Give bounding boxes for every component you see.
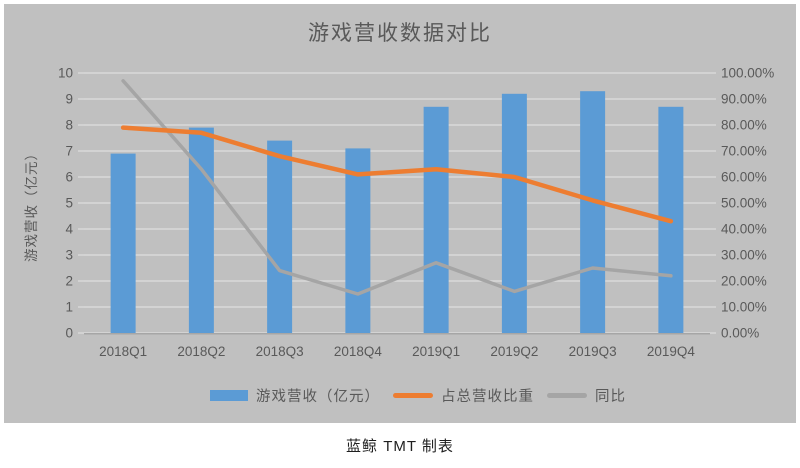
right-axis-tick-label: 70.00% bbox=[721, 144, 767, 159]
left-axis-tick-label: 10 bbox=[58, 66, 73, 81]
bar-2018Q1 bbox=[110, 153, 136, 333]
left-axis-tick-label: 6 bbox=[65, 170, 73, 185]
left-axis-tick-label: 3 bbox=[65, 248, 73, 263]
left-axis-tick-label: 8 bbox=[65, 118, 73, 133]
right-axis-tick-label: 20.00% bbox=[721, 274, 767, 289]
legend-label-revenue: 游戏营收（亿元） bbox=[256, 389, 380, 405]
legend-label-yoy: 同比 bbox=[595, 389, 626, 405]
left-axis-tick-label: 2 bbox=[65, 274, 73, 289]
legend-label-share: 占总营收比重 bbox=[441, 389, 534, 405]
right-axis-tick-label: 60.00% bbox=[721, 170, 767, 185]
left-axis-tick-label: 7 bbox=[65, 144, 73, 159]
x-category-label: 2018Q1 bbox=[99, 344, 147, 359]
left-axis-tick-label: 5 bbox=[65, 196, 73, 211]
left-axis-tick-label: 1 bbox=[65, 300, 73, 315]
x-category-label: 2019Q4 bbox=[647, 344, 696, 359]
x-category-label: 2019Q3 bbox=[569, 344, 617, 359]
right-axis-tick-label: 100.00% bbox=[721, 66, 774, 81]
legend-item-share: 占总营收比重 bbox=[393, 385, 534, 406]
bar-2018Q3 bbox=[267, 140, 293, 333]
bar-2019Q3 bbox=[580, 91, 606, 333]
bar-2019Q2 bbox=[501, 93, 527, 333]
right-axis-tick-label: 30.00% bbox=[721, 248, 767, 263]
right-axis-tick-label: 90.00% bbox=[721, 92, 767, 107]
chart-legend: 游戏营收（亿元） 占总营收比重 同比 bbox=[4, 385, 796, 406]
right-axis-tick-label: 10.00% bbox=[721, 300, 767, 315]
chart-panel: 游戏营收数据对比 游戏营收（亿元） 0 1 2 3 4 5 6 7 8 9 10 0.00% 10.00… bbox=[4, 4, 796, 423]
chart-plot: 0123456789100.00%10.00%20.00%30.00%40.00… bbox=[58, 66, 774, 360]
bar-2018Q4 bbox=[345, 148, 371, 333]
left-axis-tick-label: 4 bbox=[65, 222, 73, 237]
right-axis-tick-label: 50.00% bbox=[721, 196, 767, 211]
line-series bbox=[121, 79, 673, 296]
legend-item-yoy: 同比 bbox=[547, 385, 626, 406]
x-category-label: 2018Q3 bbox=[256, 344, 304, 359]
chart-title: 游戏营收数据对比 bbox=[308, 22, 492, 45]
legend-item-revenue: 游戏营收（亿元） bbox=[210, 385, 380, 406]
x-category-label: 2019Q1 bbox=[412, 344, 460, 359]
left-axis-tick-label: 9 bbox=[65, 92, 73, 107]
x-category-label: 2019Q2 bbox=[490, 344, 538, 359]
left-axis-tick-label: 0 bbox=[65, 326, 73, 341]
right-axis-tick-label: 0.00% bbox=[721, 326, 759, 341]
legend-line-swatch-gray bbox=[547, 393, 587, 398]
right-axis-tick-label: 40.00% bbox=[721, 222, 767, 237]
right-axis-tick-label: 80.00% bbox=[721, 118, 767, 133]
legend-line-swatch-orange bbox=[393, 393, 433, 398]
x-category-label: 2018Q2 bbox=[177, 344, 225, 359]
line-series bbox=[120, 125, 674, 224]
bar-2019Q1 bbox=[423, 106, 449, 333]
x-category-label: 2018Q4 bbox=[334, 344, 383, 359]
source-caption: 蓝鲸 TMT 制表 bbox=[346, 438, 454, 455]
legend-bar-swatch bbox=[210, 390, 248, 401]
